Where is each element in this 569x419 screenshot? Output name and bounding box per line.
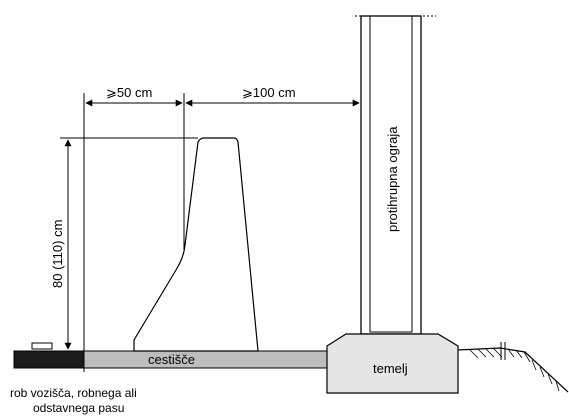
foundation bbox=[326, 333, 459, 394]
concrete-barrier bbox=[133, 137, 259, 352]
terrain-slope bbox=[457, 347, 569, 393]
terrain-hatching bbox=[469, 348, 560, 392]
foundation-label: temelj bbox=[373, 361, 408, 376]
road-edge-caption-line2: odstavnega pasu bbox=[33, 401, 124, 415]
shoulder-label: cestišče bbox=[148, 352, 195, 367]
dim-label-offset: ⩾50 cm bbox=[106, 85, 152, 100]
road-edge-strip bbox=[13, 350, 85, 369]
dim-label-wall: ⩾100 cm bbox=[242, 85, 296, 100]
road-marking bbox=[31, 342, 53, 350]
noise-barrier-label: protihrupna ograja bbox=[385, 126, 400, 232]
dim-label-height: 80 (110) cm bbox=[50, 220, 65, 288]
noise-barrier bbox=[360, 15, 422, 335]
terrain-break-marks bbox=[500, 342, 506, 360]
road-edge-caption-line1: rob vozišča, robnega ali bbox=[10, 386, 137, 400]
shoulder-surface bbox=[83, 350, 328, 369]
